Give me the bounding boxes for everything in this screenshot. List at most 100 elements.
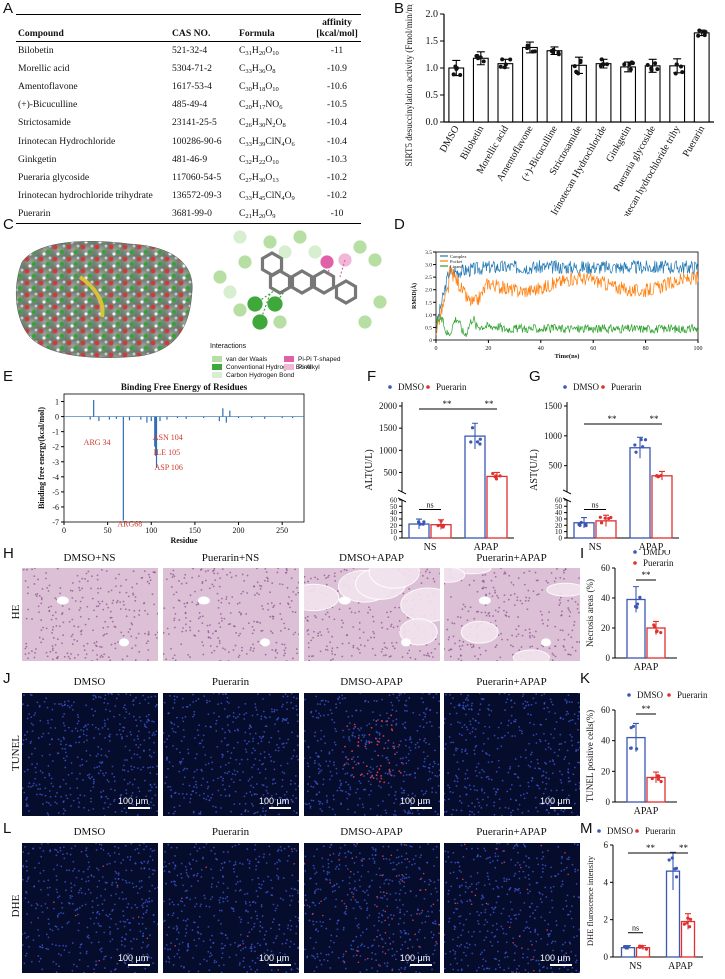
tick-label: 50 — [390, 503, 398, 511]
bar — [472, 57, 489, 123]
table-row: Morellic acid 5304-71-2 C33H36O8 -10.9 — [16, 60, 361, 78]
significance-label: ** — [650, 414, 660, 424]
data-point — [478, 437, 482, 441]
tick-label: 1.5 — [425, 300, 432, 306]
tunel-micrograph — [22, 693, 158, 816]
series-line-pocket — [435, 265, 699, 335]
group-label: APAP — [474, 542, 499, 552]
scale-bar-label: 100 μm — [118, 953, 149, 963]
legend-label: DMSO — [637, 690, 664, 700]
docking-table: Compound CAS NO. Formula affinity [kcal/… — [16, 14, 361, 224]
significance-label: ** — [608, 414, 618, 424]
affinity-value: -10.4 — [327, 135, 347, 147]
compound-name: Pueraria glycoside — [18, 171, 90, 183]
data-point — [451, 72, 456, 77]
data-point — [584, 522, 588, 526]
category-label: DMSO — [438, 124, 462, 155]
data-point — [475, 53, 480, 58]
bar — [225, 416, 227, 423]
legend-label: Complex — [450, 254, 467, 259]
compound-name: Puerarin — [18, 207, 51, 219]
bar — [166, 416, 168, 420]
data-point — [627, 62, 632, 67]
data-point — [626, 945, 630, 949]
legend-entry: Conventional Hydrogen Bond — [212, 364, 311, 371]
scale-bar — [550, 807, 572, 809]
tick-label: 500 — [384, 467, 398, 477]
data-point — [674, 875, 679, 879]
data-point — [670, 856, 674, 860]
dhe-micrograph — [444, 843, 580, 973]
data-point — [494, 477, 499, 481]
data-point — [635, 602, 640, 606]
data-point — [655, 67, 660, 72]
affinity-value: -10.4 — [327, 117, 347, 129]
affinity-value: -10.9 — [327, 63, 347, 75]
image-title: DMSO+NS — [63, 552, 116, 564]
col-header-compound: Compound — [18, 28, 64, 39]
y-axis-label: Necrosis areas (%) — [585, 579, 595, 647]
tunel-micrograph — [163, 693, 299, 816]
legend-swatch — [284, 364, 294, 371]
bar — [98, 416, 100, 422]
legend-label: DMSO — [607, 826, 634, 836]
error-bar — [653, 771, 659, 783]
data-point — [556, 50, 561, 55]
tick-label: 0 — [606, 797, 611, 807]
series-line-complex — [435, 259, 699, 330]
data-point — [667, 858, 671, 862]
panel-label-d: D — [394, 216, 405, 233]
group-label: APAP — [639, 542, 664, 552]
affinity-value: -10.3 — [327, 153, 347, 165]
bar — [464, 435, 486, 539]
data-point — [498, 474, 502, 478]
data-point — [441, 523, 446, 527]
legend-swatch — [284, 356, 294, 363]
significance-label: ns — [591, 500, 598, 509]
tick-label: -4 — [52, 473, 59, 482]
formula: C30H18O10 — [239, 81, 279, 94]
tick-label: 6 — [604, 840, 609, 850]
data-point — [633, 604, 638, 609]
tick-label: 100 — [145, 526, 157, 535]
tick-label: 60 — [590, 346, 596, 352]
tick-label: 40 — [555, 509, 563, 517]
compound-name: Ginkgetin — [18, 153, 57, 165]
data-point — [659, 630, 663, 635]
bar — [546, 50, 563, 123]
tick-label: 0.5 — [425, 325, 432, 331]
data-point — [639, 437, 643, 442]
tick-label: 250 — [276, 526, 288, 535]
panel-label-a: A — [3, 0, 14, 17]
significance-label: ** — [485, 399, 495, 409]
formula: C33H39ClN4O6 — [239, 135, 295, 148]
affinity-value: -10.5 — [327, 99, 347, 111]
data-point — [656, 777, 661, 781]
data-point — [674, 62, 679, 67]
data-point — [439, 519, 443, 523]
data-point — [503, 62, 508, 67]
row-label-he: HE — [10, 604, 22, 620]
legend-marker — [667, 693, 671, 697]
legend-label: DMSO — [573, 382, 600, 392]
bar — [203, 416, 205, 419]
data-point — [508, 57, 513, 62]
data-point — [578, 60, 583, 65]
legend-label: Puerarin — [436, 382, 467, 392]
tick-label: 20 — [601, 623, 611, 633]
scale-bar — [128, 964, 150, 966]
bar — [89, 416, 91, 420]
tick-label: 0 — [606, 653, 611, 663]
tick-label: 20 — [485, 346, 491, 352]
tick-label: 1000 — [379, 445, 398, 455]
significance-label: ns — [426, 500, 433, 509]
data-point — [659, 473, 663, 478]
bar — [251, 416, 253, 419]
col-header-affinity: affinity [kcal/mol] — [316, 17, 358, 39]
bar — [115, 416, 117, 419]
data-point — [577, 522, 581, 527]
tick-label: 0.0 — [426, 117, 439, 128]
legend-marker — [633, 550, 637, 554]
data-point — [458, 73, 463, 78]
